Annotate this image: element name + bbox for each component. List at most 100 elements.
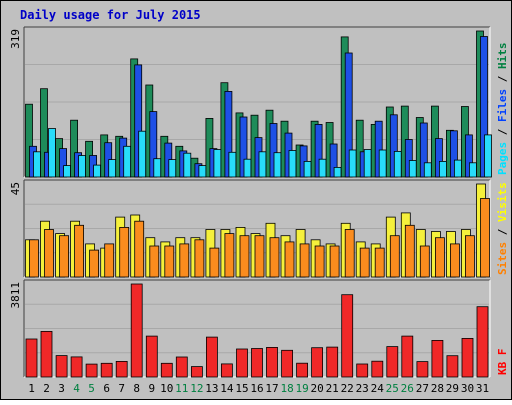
x-tick-label: 4 xyxy=(73,382,80,395)
bar-pages xyxy=(348,149,357,178)
bar-hits xyxy=(70,119,78,178)
bar-kb-f xyxy=(251,348,263,378)
panel-visits-sites: 45 Sites / Visits xyxy=(9,179,509,278)
x-tick-label: 10 xyxy=(160,382,173,395)
bar-pages xyxy=(168,159,177,178)
bar-pages xyxy=(228,151,237,178)
bar-files xyxy=(434,138,443,178)
bar-kb-f xyxy=(476,306,489,378)
x-tick-label: 22 xyxy=(341,382,354,395)
y-max-label: 45 xyxy=(9,182,22,195)
bar-kb-f xyxy=(296,362,309,378)
bar-files xyxy=(389,114,398,178)
chart-title: Daily usage for July 2015 xyxy=(20,8,201,22)
bar-files xyxy=(419,122,428,178)
x-tick-label: 5 xyxy=(88,382,95,395)
bar-files xyxy=(224,91,233,178)
bar-sites xyxy=(374,247,385,278)
bar-pages xyxy=(484,134,492,178)
bar-pages xyxy=(273,152,282,178)
bar-sites xyxy=(434,237,445,278)
x-tick-label: 30 xyxy=(461,382,474,395)
bar-hits xyxy=(40,88,48,178)
bar-files xyxy=(134,64,143,178)
bar-files xyxy=(464,134,473,178)
bar-files xyxy=(239,116,248,178)
legend-entry: Sites xyxy=(496,242,509,275)
legend-separator: / xyxy=(496,222,509,242)
bar-kb-f xyxy=(236,348,248,378)
bar-pages xyxy=(48,128,56,178)
bar-sites xyxy=(179,243,190,278)
bar-files xyxy=(59,148,67,178)
x-tick-label: 17 xyxy=(265,382,278,395)
bar-sites xyxy=(134,220,145,278)
legend-entry: KB F xyxy=(496,349,509,376)
bar-kb-f xyxy=(266,346,278,378)
bar-sites xyxy=(194,239,205,278)
x-tick-label: 1 xyxy=(28,382,35,395)
bar-sites xyxy=(299,243,310,278)
bar-files xyxy=(314,124,323,178)
bar-kb-f xyxy=(145,335,158,378)
bar-kb-f xyxy=(461,337,474,378)
bar-sites xyxy=(104,243,115,278)
bar-kb-f xyxy=(446,355,459,378)
bar-sites xyxy=(404,224,415,278)
bar-sites xyxy=(164,245,175,278)
x-tick-label: 28 xyxy=(431,382,444,395)
x-tick-label: 2 xyxy=(43,382,50,395)
bar-sites xyxy=(269,237,280,278)
bar-files xyxy=(344,52,353,178)
x-tick-label: 12 xyxy=(190,382,203,395)
bar-files xyxy=(374,120,383,178)
legend-separator: / xyxy=(496,69,509,89)
x-tick-label: 31 xyxy=(476,382,489,395)
bar-sites xyxy=(284,241,295,278)
x-tick-label: 16 xyxy=(250,382,263,395)
legend-entry: Hits xyxy=(496,43,509,70)
legend-entry: Files xyxy=(496,89,509,122)
bar-sites xyxy=(149,245,160,278)
legend-separator: / xyxy=(496,122,509,142)
x-tick-label: 13 xyxy=(205,382,218,395)
bar-sites xyxy=(89,249,99,278)
x-tick-label: 18 xyxy=(280,382,293,395)
bar-pages xyxy=(303,160,312,178)
bar-kb-f xyxy=(85,363,98,378)
bar-pages xyxy=(213,149,222,178)
bar-kb-f xyxy=(160,362,173,378)
bar-pages xyxy=(153,158,162,178)
bar-sites xyxy=(209,247,220,278)
bar-sites xyxy=(119,226,130,278)
bar-pages xyxy=(258,151,267,178)
bar-hits xyxy=(25,103,33,178)
bar-sites xyxy=(314,245,325,278)
bar-sites xyxy=(254,235,265,278)
bar-sites xyxy=(329,245,340,278)
panel-kbytes: 3811 KB F xyxy=(9,279,509,378)
bar-pages xyxy=(438,160,447,178)
bar-kb-f xyxy=(100,362,113,378)
bar-sites xyxy=(480,198,490,278)
bar-pages xyxy=(63,165,71,178)
x-axis-labels: 1 2 3 4 5 6 7 8 9 10 11 12 13 14 15 16 17 18 19 20 21 22 23 24 2… xyxy=(28,382,489,395)
x-tick-label: 24 xyxy=(371,382,385,395)
bar-files xyxy=(149,111,158,178)
bar-files xyxy=(404,139,413,178)
bar-pages xyxy=(183,152,192,178)
x-tick-label: 6 xyxy=(103,382,110,395)
x-tick-label: 21 xyxy=(326,382,339,395)
bar-kb-f xyxy=(386,346,399,378)
bar-sites xyxy=(239,235,250,278)
bar-pages xyxy=(33,151,41,178)
bar-pages xyxy=(108,159,117,178)
bar-pages xyxy=(288,150,297,178)
bar-kb-f xyxy=(401,335,414,378)
bar-pages xyxy=(468,162,477,178)
bar-kb-f xyxy=(190,366,203,378)
bar-kb-f xyxy=(40,330,53,378)
bar-pages xyxy=(198,165,207,178)
